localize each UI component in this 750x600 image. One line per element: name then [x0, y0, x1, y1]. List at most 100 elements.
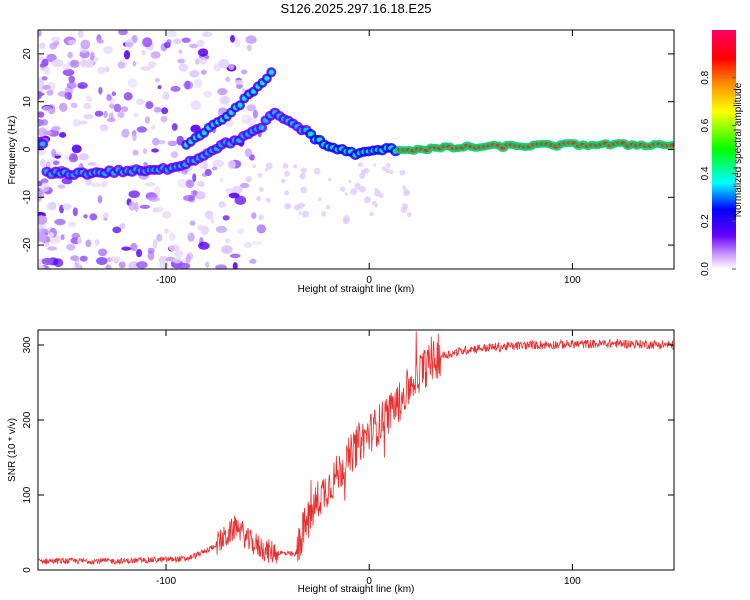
noise-blob: [205, 261, 210, 268]
noise-blob: [249, 258, 257, 264]
spectrogram-xtick-label: -100: [156, 275, 176, 286]
snr-xtick-label: 0: [366, 576, 372, 587]
noise-blob: [244, 148, 253, 158]
snr-ylabel: SNR (10 * v/v): [7, 418, 18, 482]
noise-blob: [239, 182, 250, 189]
noise-blob: [94, 110, 104, 117]
noise-blob: [117, 61, 126, 69]
noise-blob: [229, 253, 241, 259]
noise-blob: [190, 124, 201, 133]
noise-blob: [72, 207, 78, 217]
noise-blob: [221, 245, 233, 254]
noise-blob: [148, 61, 156, 69]
noise-blob: [156, 233, 163, 242]
snr-frame: [37, 329, 675, 571]
noise-blob: [79, 255, 88, 262]
snr-marks: [38, 331, 674, 566]
noise-blob: [145, 101, 154, 110]
noise-blob: [265, 162, 273, 170]
noise-blob: [157, 139, 166, 145]
noise-blob: [326, 204, 331, 210]
noise-blob: [192, 189, 197, 197]
noise-blob: [147, 251, 155, 261]
noise-blob: [121, 246, 132, 251]
noise-blob: [133, 112, 140, 118]
snr-axes: -100 0 100 0 100 200 300: [22, 330, 674, 587]
noise-blob: [177, 58, 186, 64]
noise-blob: [85, 59, 94, 68]
noise-blob: [344, 192, 348, 196]
noise-blob: [143, 161, 148, 168]
noise-blob: [225, 238, 230, 244]
noise-blob: [69, 59, 80, 68]
noise-blob: [80, 39, 91, 50]
noise-blob: [39, 158, 46, 168]
noise-blob: [105, 264, 112, 269]
noise-blob: [234, 195, 247, 205]
noise-blob: [200, 69, 207, 75]
noise-blob: [170, 151, 179, 159]
noise-blob: [198, 57, 207, 65]
noise-blob: [232, 185, 243, 194]
noise-blob: [121, 106, 129, 112]
noise-blob: [212, 159, 225, 168]
noise-blob: [130, 242, 138, 252]
noise-blob: [89, 213, 98, 221]
noise-blob: [203, 90, 213, 98]
noise-blob: [406, 212, 412, 218]
noise-blob: [119, 223, 126, 229]
noise-blob: [46, 53, 57, 63]
noise-blob: [117, 111, 125, 119]
spectrogram-marks: [38, 30, 674, 269]
noise-blob: [264, 168, 269, 172]
noise-blob: [71, 144, 82, 154]
noise-blob: [195, 58, 200, 65]
noise-blob: [168, 244, 180, 252]
noise-blob: [158, 255, 169, 264]
noise-blob: [282, 163, 289, 169]
noise-blob: [144, 182, 156, 187]
noise-blob: [162, 91, 170, 100]
noise-blob: [142, 37, 153, 48]
noise-blob: [62, 63, 71, 71]
noise-blob: [154, 78, 160, 83]
noise-blob: [299, 172, 306, 180]
figure-title: S126.2025.297.16.18.E25: [280, 1, 431, 16]
noise-blob: [62, 203, 72, 210]
noise-blob: [152, 207, 158, 213]
noise-blob: [128, 190, 140, 198]
noise-blob: [104, 66, 110, 73]
noise-blob: [78, 153, 89, 161]
noise-blob: [97, 66, 106, 75]
noise-blob: [178, 63, 189, 72]
snr-panel: -100 0 100 0 100 200 300 Height of straight li…: [7, 329, 675, 595]
noise-blob: [41, 58, 49, 67]
noise-blob: [136, 248, 142, 258]
noise-blob: [49, 42, 57, 50]
noise-blob: [123, 50, 131, 60]
noise-blob: [152, 137, 160, 146]
noise-blob: [251, 240, 263, 246]
noise-blob: [217, 88, 228, 96]
snr-xlabel: Height of straight line (km): [298, 584, 415, 595]
noise-blob: [128, 201, 136, 211]
noise-blob: [90, 51, 95, 61]
noise-blob: [178, 262, 191, 269]
noise-blob: [354, 183, 361, 190]
noise-blob: [84, 177, 93, 186]
noise-blob: [151, 148, 159, 153]
noise-blob: [359, 172, 366, 179]
noise-blob: [103, 46, 113, 54]
noise-blob: [189, 43, 199, 49]
noise-blob: [101, 181, 108, 188]
noise-blob: [218, 58, 230, 69]
noise-blob: [96, 257, 108, 265]
colorbar-tick-label: 0.0: [700, 262, 711, 276]
snr-ytick-label: 0: [22, 567, 33, 573]
noise-blob: [197, 48, 209, 57]
noise-blob: [167, 140, 177, 147]
branch-core: [250, 89, 256, 95]
noise-blob: [237, 228, 245, 235]
noise-blob: [240, 69, 248, 75]
ridge-core: [39, 141, 46, 147]
